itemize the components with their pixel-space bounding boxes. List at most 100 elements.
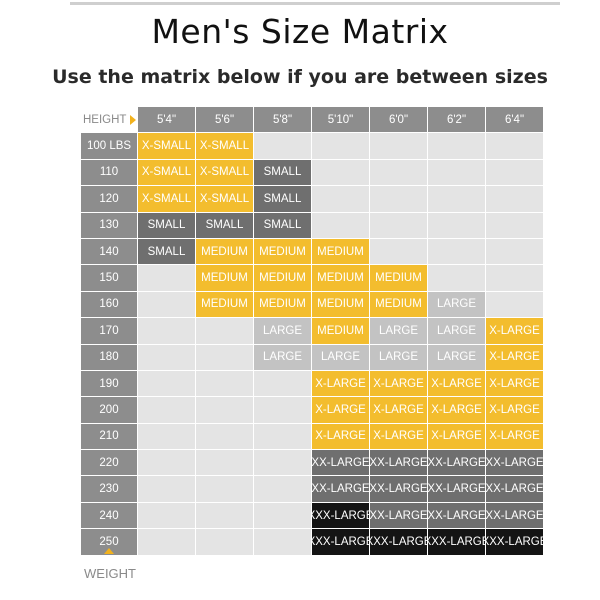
page-title: Men's Size Matrix xyxy=(151,12,449,51)
size-cell: LARGE xyxy=(254,344,311,370)
size-cell: MEDIUM xyxy=(196,238,253,265)
empty-cell xyxy=(486,159,543,186)
top-divider xyxy=(70,2,560,5)
height-header: 6'2" xyxy=(428,107,485,133)
size-cell: MEDIUM xyxy=(370,265,427,291)
weight-header: 120 xyxy=(81,186,137,212)
empty-cell xyxy=(428,212,485,238)
size-cell: LARGE xyxy=(370,318,427,344)
size-cell: MEDIUM xyxy=(312,318,369,344)
empty-cell xyxy=(428,159,485,186)
weight-header: 240 xyxy=(81,502,137,529)
empty-cell xyxy=(138,370,195,397)
weight-header: 170 xyxy=(81,318,137,344)
size-cell: XX-LARGE xyxy=(428,502,485,529)
size-matrix: HEIGHT 5'4" 5'6" 5'8" 5'10" 6'0" 6'2" 6'4" 100 … xyxy=(81,107,543,555)
empty-cell xyxy=(254,370,311,397)
size-cell: LARGE xyxy=(428,318,485,344)
size-cell: X-LARGE xyxy=(486,318,543,344)
empty-cell xyxy=(486,238,543,265)
empty-cell xyxy=(486,265,543,291)
empty-cell xyxy=(312,186,369,212)
empty-cell xyxy=(138,476,195,502)
size-cell: XX-LARGE xyxy=(370,502,427,529)
empty-cell xyxy=(254,502,311,529)
empty-cell xyxy=(370,133,427,159)
empty-cell xyxy=(138,502,195,529)
empty-cell xyxy=(138,265,195,291)
empty-cell xyxy=(370,212,427,238)
empty-cell xyxy=(138,397,195,423)
size-cell: MEDIUM xyxy=(196,265,253,291)
size-cell: SMALL xyxy=(254,186,311,212)
size-cell: XX-LARGE xyxy=(312,476,369,502)
empty-cell xyxy=(196,450,253,476)
weight-header: 110 xyxy=(81,159,137,186)
weight-header: 130 xyxy=(81,212,137,238)
size-cell: XXX-LARGE xyxy=(312,502,369,529)
empty-cell xyxy=(428,238,485,265)
empty-cell xyxy=(254,450,311,476)
empty-cell xyxy=(428,186,485,212)
size-cell: X-LARGE xyxy=(370,397,427,423)
size-cell: XX-LARGE xyxy=(370,450,427,476)
size-cell: MEDIUM xyxy=(254,291,311,318)
empty-cell xyxy=(196,423,253,450)
weight-header: 150 xyxy=(81,265,137,291)
height-header: 6'4" xyxy=(486,107,543,133)
size-cell: MEDIUM xyxy=(370,291,427,318)
size-cell: X-LARGE xyxy=(370,370,427,397)
size-cell: XXX-LARGE xyxy=(370,529,427,555)
size-cell: X-SMALL xyxy=(138,133,195,159)
empty-cell xyxy=(486,291,543,318)
weight-header: 230 xyxy=(81,476,137,502)
size-cell: X-SMALL xyxy=(196,133,253,159)
size-cell: SMALL xyxy=(138,238,195,265)
empty-cell xyxy=(138,450,195,476)
size-cell: X-LARGE xyxy=(428,370,485,397)
size-cell: SMALL xyxy=(196,212,253,238)
size-cell: SMALL xyxy=(254,159,311,186)
size-cell: X-LARGE xyxy=(486,423,543,450)
arrow-right-icon xyxy=(130,114,137,125)
size-cell: XXX-LARGE xyxy=(312,529,369,555)
size-cell: MEDIUM xyxy=(254,238,311,265)
empty-cell xyxy=(254,423,311,450)
empty-cell xyxy=(138,318,195,344)
size-cell: XX-LARGE xyxy=(428,450,485,476)
weight-header: 190 xyxy=(81,370,137,397)
height-header: 5'6" xyxy=(196,107,253,133)
empty-cell xyxy=(312,159,369,186)
size-cell: XX-LARGE xyxy=(486,476,543,502)
size-cell: X-LARGE xyxy=(428,397,485,423)
weight-header: 140 xyxy=(81,238,137,265)
empty-cell xyxy=(370,186,427,212)
size-cell: X-LARGE xyxy=(486,397,543,423)
empty-cell xyxy=(370,159,427,186)
empty-cell xyxy=(486,133,543,159)
empty-cell xyxy=(196,370,253,397)
size-cell: X-LARGE xyxy=(312,397,369,423)
size-cell: LARGE xyxy=(312,344,369,370)
size-cell: X-LARGE xyxy=(428,423,485,450)
size-cell: MEDIUM xyxy=(312,265,369,291)
size-cell: LARGE xyxy=(428,344,485,370)
size-cell: X-SMALL xyxy=(138,159,195,186)
empty-cell xyxy=(428,265,485,291)
empty-cell xyxy=(254,397,311,423)
height-header: 5'8" xyxy=(254,107,311,133)
weight-axis-label: WEIGHT xyxy=(84,566,136,581)
size-cell: SMALL xyxy=(254,212,311,238)
height-label-text: HEIGHT xyxy=(83,113,127,126)
empty-cell xyxy=(196,502,253,529)
weight-header: 180 xyxy=(81,344,137,370)
empty-cell xyxy=(196,476,253,502)
weight-header: 220 xyxy=(81,450,137,476)
size-cell: MEDIUM xyxy=(312,238,369,265)
size-cell: MEDIUM xyxy=(196,291,253,318)
empty-cell xyxy=(196,397,253,423)
size-cell: X-LARGE xyxy=(312,423,369,450)
size-cell: XX-LARGE xyxy=(428,476,485,502)
empty-cell xyxy=(138,529,195,555)
size-cell: LARGE xyxy=(254,318,311,344)
